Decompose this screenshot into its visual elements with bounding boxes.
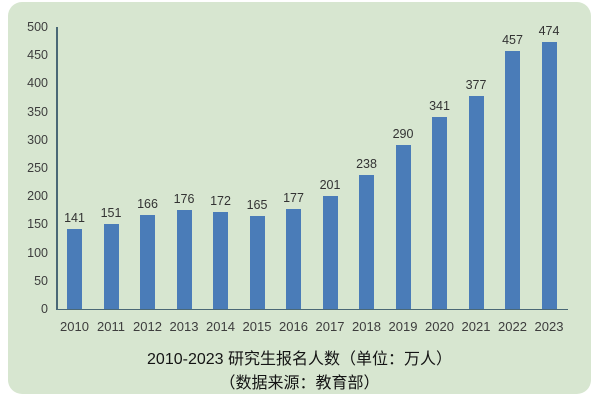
y-axis-tick-label: 400 xyxy=(27,76,48,91)
bar xyxy=(322,195,338,309)
y-axis-tick-label: 0 xyxy=(41,302,48,316)
x-axis-tick-label: 2011 xyxy=(97,319,125,334)
y-axis-tick-label: 50 xyxy=(34,273,48,288)
x-axis-tick-label: 2019 xyxy=(388,319,418,334)
x-axis-tick-label: 2013 xyxy=(169,319,199,334)
bar-value-label: 474 xyxy=(538,23,560,38)
x-axis-tick-label: 2015 xyxy=(242,319,272,334)
bar-value-label: 341 xyxy=(429,98,450,113)
y-axis-tick-label: 300 xyxy=(27,132,48,147)
x-axis-tick-label: 2023 xyxy=(534,319,564,334)
chart-title: 2010-2023 研究生报名人数（单位：万人） xyxy=(147,351,452,368)
y-axis-tick-label: 100 xyxy=(27,245,48,260)
bar xyxy=(103,223,119,309)
x-axis-tick-label: 2017 xyxy=(315,319,345,334)
x-axis-tick-label: 2010 xyxy=(60,319,89,334)
x-axis-tick-label: 2014 xyxy=(206,319,235,334)
chart-panel xyxy=(8,2,591,394)
bar xyxy=(213,211,228,309)
x-axis-line xyxy=(56,308,569,310)
bar xyxy=(359,174,374,309)
bar-value-label: 141 xyxy=(64,211,85,226)
bar-value-label: 151 xyxy=(100,205,122,220)
y-axis-tick-label: 500 xyxy=(27,20,48,34)
bar-value-label: 176 xyxy=(173,191,195,206)
x-axis-tick-label: 2020 xyxy=(425,319,454,334)
x-axis-tick-label: 2016 xyxy=(279,319,308,334)
y-axis-tick-label: 250 xyxy=(27,161,48,175)
bar-value-label: 166 xyxy=(137,197,158,212)
bar-value-label: 165 xyxy=(246,197,268,212)
x-axis-tick-label: 2012 xyxy=(133,319,162,334)
bar xyxy=(395,145,411,309)
bar xyxy=(432,116,447,309)
bar-value-label: 172 xyxy=(210,193,231,208)
y-axis-line xyxy=(56,27,58,310)
bar xyxy=(67,229,82,309)
bar xyxy=(286,209,301,309)
y-axis-tick-label: 200 xyxy=(27,189,48,204)
y-axis-tick-label: 450 xyxy=(27,48,48,63)
bar xyxy=(176,209,192,309)
x-axis-tick-label: 2018 xyxy=(352,319,381,334)
bar-value-label: 290 xyxy=(392,127,414,142)
bar xyxy=(140,215,155,309)
bar xyxy=(505,51,520,309)
bar xyxy=(541,41,557,309)
x-axis-tick-label: 2022 xyxy=(498,319,527,334)
y-axis-tick-label: 350 xyxy=(27,104,48,119)
bar xyxy=(249,215,265,309)
chart-subtitle: （数据来源：教育部） xyxy=(219,375,380,392)
bar-value-label: 238 xyxy=(356,156,377,171)
bar-value-label: 177 xyxy=(283,191,304,206)
x-axis-tick-label: 2021 xyxy=(461,319,491,334)
y-axis-tick-label: 150 xyxy=(27,217,48,232)
bar-value-label: 201 xyxy=(319,177,341,192)
bar-value-label: 377 xyxy=(465,78,487,93)
bar-value-label: 457 xyxy=(502,33,523,48)
bar xyxy=(468,96,484,309)
